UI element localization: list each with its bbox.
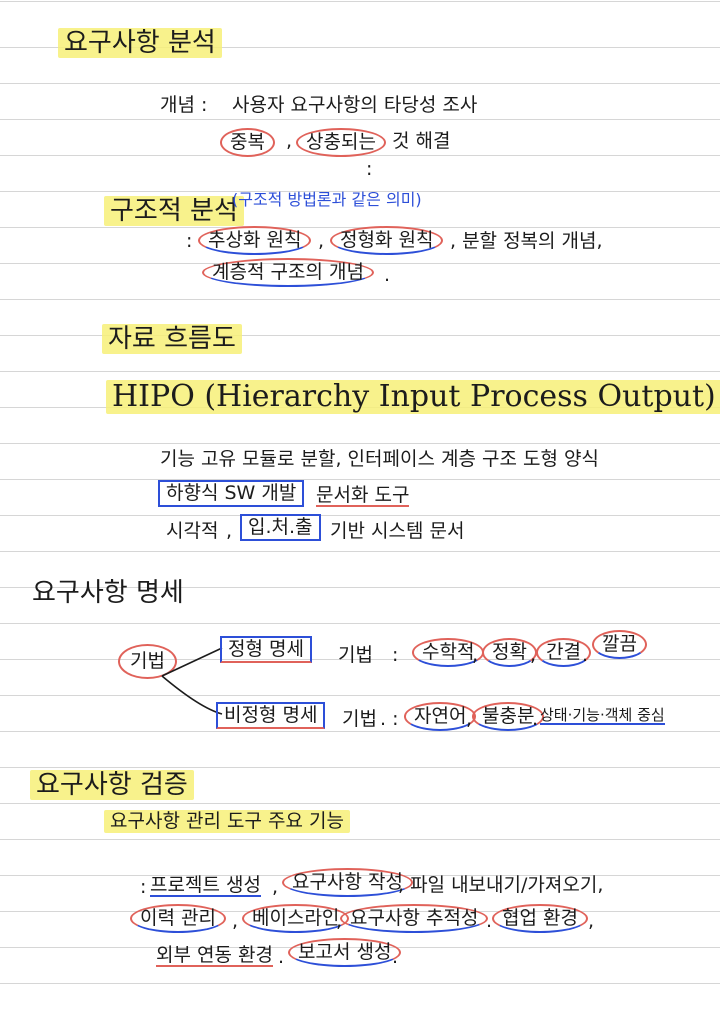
method-node: 기법	[118, 644, 177, 679]
concept-label: 개념 :	[160, 94, 208, 116]
keyword-hierarchy: 계층적 구조의 개념	[202, 258, 374, 287]
keyword-topdown: 하향식 SW 개발	[158, 480, 305, 507]
sep: ,	[530, 644, 537, 666]
hipo-line1: 기능 고유 모듈로 분할, 인터페이스 계층 구조 도형 양식	[160, 448, 599, 470]
sep: .	[486, 910, 493, 932]
hipo-title: HIPO (Hierarchy Input Process Output)	[106, 380, 720, 414]
feature-file: , 파일 내보내기/가져오기,	[398, 874, 604, 896]
keyword-insufficient: 불충분	[472, 702, 545, 731]
conflict-suffix: 것 해결	[392, 130, 451, 152]
informal-spec-box: 비정형 명세	[216, 702, 326, 729]
structured-note: (구조적 방법론과 같은 의미)	[232, 190, 422, 209]
keyword-concise: 간결	[536, 638, 591, 667]
sep: .	[392, 946, 399, 968]
tool-subtitle: 요구사항 관리 도구 주요 기능	[104, 810, 350, 833]
formal-spec-box: 정형 명세	[220, 636, 312, 663]
feature-report: 보고서 생성	[288, 938, 402, 967]
doc-tool-text: 문서화 도구	[316, 484, 410, 507]
heading-requirements-verification: 요구사항 검증	[30, 770, 194, 800]
feature-req-write: 요구사항 작성	[282, 868, 413, 897]
feature-traceability: 요구사항 추적성	[340, 904, 489, 933]
feature-project: 프로젝트 생성	[150, 874, 261, 897]
sep: .	[278, 946, 285, 968]
sep: ,	[588, 910, 595, 932]
keyword-neat: 깔끔	[592, 630, 647, 659]
sep: ,	[318, 230, 325, 252]
ellipsis-mark: :	[366, 158, 373, 180]
visual-text: 시각적	[166, 520, 219, 542]
sep: ,	[226, 520, 233, 542]
sep: ,	[466, 708, 473, 730]
heading-structured-analysis: 구조적 분석	[104, 196, 244, 226]
sep: .	[384, 264, 391, 286]
feature-baseline: 베이스라인	[242, 904, 350, 933]
keyword-duplicate: 중복	[220, 128, 275, 157]
sep: .	[532, 708, 539, 730]
divide-text: , 분할 정복의 개념,	[450, 230, 603, 252]
feature-external: 외부 연동 환경	[156, 944, 273, 967]
sep: :	[186, 230, 193, 252]
sep: ,	[272, 876, 279, 898]
keyword-accurate: 정확	[482, 638, 537, 667]
sep: ,	[286, 130, 293, 152]
sep: :	[140, 876, 147, 898]
formal-method-text: 기법	[338, 644, 373, 666]
keyword-ipo: 입.처.출	[240, 514, 321, 541]
sep: ,	[336, 910, 343, 932]
sep: ,	[232, 910, 239, 932]
informal-desc: 상태·기능·객체 중심	[540, 706, 665, 725]
ipo-suffix: 기반 시스템 문서	[330, 520, 465, 542]
heading-data-flow: 자료 흐름도	[102, 324, 242, 354]
sep: ,	[472, 644, 479, 666]
sep: . :	[380, 708, 399, 730]
heading-requirements-analysis: 요구사항 분석	[58, 28, 222, 58]
informal-method-text: 기법	[342, 708, 377, 730]
keyword-conflict: 상충되는	[296, 128, 386, 157]
keyword-abstraction: 추상화 원칙	[198, 226, 312, 255]
heading-requirements-spec: 요구사항 명세	[32, 578, 184, 608]
sep: .	[582, 644, 589, 666]
sep: :	[392, 644, 399, 666]
keyword-formalization: 정형화 원칙	[330, 226, 444, 255]
feature-collab: 협업 환경	[492, 904, 588, 933]
concept-text: 사용자 요구사항의 타당성 조사	[232, 94, 478, 116]
feature-history: 이력 관리	[130, 904, 226, 933]
